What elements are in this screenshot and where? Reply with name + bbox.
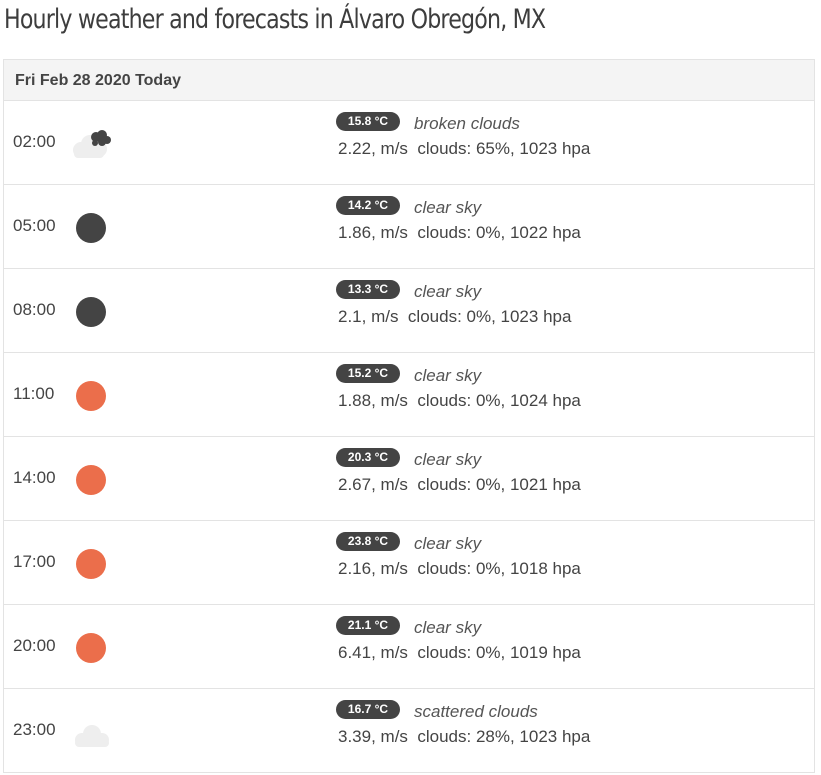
day-header: Fri Feb 28 2020 Today bbox=[4, 59, 814, 101]
wind-speed: 2.22, m/s bbox=[338, 139, 408, 158]
forecast-time: 11:00 bbox=[13, 384, 55, 403]
weather-description: scattered clouds bbox=[414, 702, 538, 721]
temperature-badge: 15.8 °C bbox=[336, 112, 400, 131]
weather-description: clear sky bbox=[414, 198, 482, 217]
clear-sky-day-icon bbox=[66, 459, 114, 499]
forecast-row: 05:00 14.2 °C clear sky 1.86, m/s clouds: 0… bbox=[4, 185, 814, 269]
temperature-badge: 14.2 °C bbox=[336, 196, 400, 215]
weather-description: clear sky bbox=[414, 282, 482, 301]
clear-sky-night-icon bbox=[66, 291, 114, 331]
weather-description: clear sky bbox=[414, 450, 482, 469]
forecast-time: 14:00 bbox=[13, 468, 56, 487]
clouds-pressure: clouds: 0%, 1023 hpa bbox=[407, 307, 572, 326]
wind-speed: 1.86, m/s bbox=[338, 223, 408, 242]
clouds-pressure: clouds: 0%, 1022 hpa bbox=[417, 223, 581, 242]
weather-description: broken clouds bbox=[414, 114, 520, 133]
forecast-time: 20:00 bbox=[13, 636, 56, 655]
clouds-pressure: clouds: 0%, 1021 hpa bbox=[417, 475, 581, 494]
weather-details: 2.1, m/s clouds: 0%, 1023 hpa bbox=[338, 306, 571, 328]
page-title: Hourly weather and forecasts in Álvaro O… bbox=[4, 4, 546, 35]
wind-speed: 2.67, m/s bbox=[338, 475, 408, 494]
temperature-badge: 13.3 °C bbox=[336, 280, 400, 299]
temperature-badge: 21.1 °C bbox=[336, 616, 400, 635]
weather-details: 6.41, m/s clouds: 0%, 1019 hpa bbox=[338, 642, 581, 664]
forecast-row: 23:00 16.7 °C scattered clouds 3.39, m/s cl… bbox=[4, 689, 814, 773]
broken-clouds-night-icon bbox=[66, 123, 114, 163]
wind-speed: 2.16, m/s bbox=[338, 559, 408, 578]
weather-description: clear sky bbox=[414, 534, 482, 553]
forecast-time: 08:00 bbox=[13, 300, 56, 319]
clouds-pressure: clouds: 0%, 1024 hpa bbox=[417, 391, 581, 410]
forecast-row: 17:00 23.8 °C clear sky 2.16, m/s clouds: 0… bbox=[4, 521, 814, 605]
forecast-row: 02:00 15.8 °C broken clouds 2.22, m/s cloud… bbox=[4, 101, 814, 185]
weather-description: clear sky bbox=[414, 366, 482, 385]
wind-speed: 6.41, m/s bbox=[338, 643, 408, 662]
clouds-pressure: clouds: 28%, 1023 hpa bbox=[417, 727, 591, 746]
clear-sky-day-icon bbox=[66, 627, 114, 667]
wind-speed: 3.39, m/s bbox=[338, 727, 408, 746]
forecast-row: 20:00 21.1 °C clear sky 6.41, m/s clouds: 0… bbox=[4, 605, 814, 689]
forecast-row: 08:00 13.3 °C clear sky 2.1, m/s clouds: 0%… bbox=[4, 269, 814, 353]
temperature-badge: 15.2 °C bbox=[336, 364, 400, 383]
forecast-time: 17:00 bbox=[13, 552, 56, 571]
hourly-rows: 02:00 15.8 °C broken clouds 2.22, m/s cloud… bbox=[4, 101, 814, 773]
forecast-time: 02:00 bbox=[13, 132, 56, 151]
clouds-pressure: clouds: 65%, 1023 hpa bbox=[417, 139, 591, 158]
weather-details: 2.67, m/s clouds: 0%, 1021 hpa bbox=[338, 474, 581, 496]
weather-details: 2.16, m/s clouds: 0%, 1018 hpa bbox=[338, 558, 581, 580]
temperature-badge: 16.7 °C bbox=[336, 700, 400, 719]
temperature-badge: 20.3 °C bbox=[336, 448, 400, 467]
hourly-forecast-table: Fri Feb 28 2020 Today 02:00 15.8 °C broken… bbox=[3, 59, 815, 773]
clouds-pressure: clouds: 0%, 1019 hpa bbox=[417, 643, 581, 662]
weather-details: 3.39, m/s clouds: 28%, 1023 hpa bbox=[338, 726, 590, 748]
weather-details: 1.88, m/s clouds: 0%, 1024 hpa bbox=[338, 390, 581, 412]
wind-speed: 2.1, m/s bbox=[338, 307, 399, 326]
forecast-row: 14:00 20.3 °C clear sky 2.67, m/s clouds: 0… bbox=[4, 437, 814, 521]
weather-details: 2.22, m/s clouds: 65%, 1023 hpa bbox=[338, 138, 590, 160]
forecast-row: 11:00 15.2 °C clear sky 1.88, m/s clouds: 0… bbox=[4, 353, 814, 437]
wind-speed: 1.88, m/s bbox=[338, 391, 408, 410]
temperature-badge: 23.8 °C bbox=[336, 532, 400, 551]
forecast-time: 23:00 bbox=[13, 720, 56, 739]
scattered-clouds-icon bbox=[66, 711, 114, 751]
forecast-time: 05:00 bbox=[13, 216, 56, 235]
clear-sky-day-icon bbox=[66, 543, 114, 583]
clear-sky-day-icon bbox=[66, 375, 114, 415]
weather-details: 1.86, m/s clouds: 0%, 1022 hpa bbox=[338, 222, 581, 244]
clear-sky-night-icon bbox=[66, 207, 114, 247]
clouds-pressure: clouds: 0%, 1018 hpa bbox=[417, 559, 581, 578]
weather-description: clear sky bbox=[414, 618, 482, 637]
